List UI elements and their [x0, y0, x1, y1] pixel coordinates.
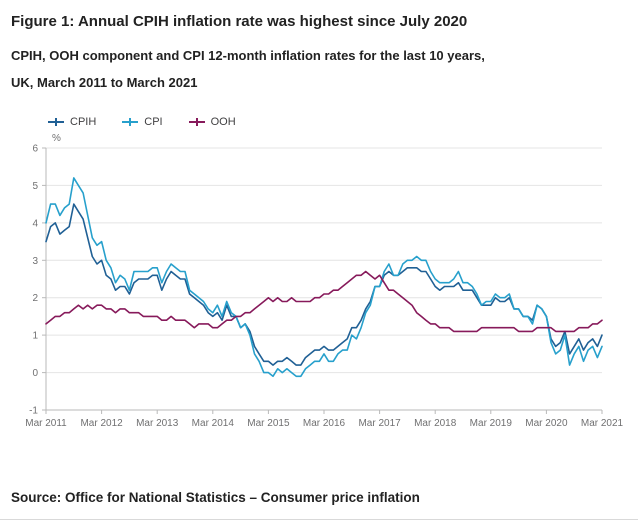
legend-line-marker-icon — [48, 117, 64, 127]
series-line-ooh — [45, 270, 603, 333]
y-tick-label: 3 — [32, 256, 38, 267]
legend-item-cpi[interactable]: CPI — [122, 116, 163, 129]
y-tick-label: 5 — [32, 181, 38, 192]
legend-item-cpih[interactable]: CPIH — [48, 116, 96, 128]
y-tick-label: 2 — [32, 293, 38, 304]
x-tick-label: Mar 2013 — [136, 418, 179, 429]
y-axis-unit-label: % — [52, 133, 61, 144]
x-tick-label: Mar 2019 — [470, 418, 513, 429]
source-text: Source: Office for National Statistics –… — [11, 490, 420, 505]
legend-label: OOH — [210, 116, 236, 129]
x-tick-label: Mar 2014 — [192, 418, 235, 429]
inflation-line-chart: -1 0 1 2 3 4 5 6% Mar 2011 Mar 2012 Mar 2013 Mar 20… — [25, 133, 624, 429]
y-tick-label: 0 — [32, 368, 38, 379]
x-tick-label: Mar 2012 — [80, 418, 123, 429]
x-tick-label: Mar 2015 — [247, 418, 290, 429]
legend-label: CPI — [144, 116, 163, 129]
series-line-cpih — [45, 203, 603, 366]
y-tick-label: 4 — [32, 218, 38, 229]
x-tick-label: Mar 2017 — [358, 418, 401, 429]
x-tick-label: Mar 2016 — [303, 418, 346, 429]
legend-item-ooh[interactable]: OOH — [188, 116, 236, 129]
legend-line-marker-icon — [188, 117, 205, 127]
legend-line-marker-icon — [122, 117, 139, 127]
x-tick-label: Mar 2021 — [581, 418, 624, 429]
series-line-cpi — [45, 177, 603, 378]
x-tick-label: Mar 2011 — [25, 418, 67, 429]
legend-label: CPIH — [70, 116, 97, 129]
x-tick-label: Mar 2018 — [414, 418, 457, 429]
figure-subtitle: CPIH, OOH component and CPI 12-month inf… — [11, 47, 485, 90]
y-tick-label: -1 — [29, 406, 38, 417]
chart-area: -1 0 1 2 3 4 5 6% Mar 2011 Mar 2012 Mar 2013 Mar 20… — [8, 132, 638, 439]
x-tick-label: Mar 2020 — [525, 418, 568, 429]
y-tick-label: 1 — [32, 331, 38, 342]
y-tick-label: 6 — [32, 144, 38, 155]
chart-legend: CPIH CPI OOH — [48, 116, 638, 128]
figure-title: Figure 1: Annual CPIH inflation rate was… — [11, 13, 468, 30]
